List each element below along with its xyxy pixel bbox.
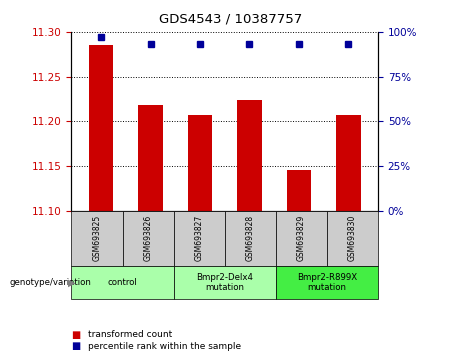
- Text: control: control: [108, 278, 137, 287]
- Bar: [89, 45, 113, 211]
- Bar: [237, 100, 262, 211]
- Text: GSM693825: GSM693825: [93, 215, 101, 261]
- Text: GSM693826: GSM693826: [143, 215, 153, 261]
- Text: ▶: ▶: [68, 277, 76, 287]
- Bar: [336, 115, 361, 211]
- Text: ■: ■: [71, 341, 81, 351]
- Text: transformed count: transformed count: [88, 330, 172, 339]
- Text: Bmpr2-Delx4
mutation: Bmpr2-Delx4 mutation: [196, 273, 253, 292]
- Bar: [287, 170, 311, 211]
- Text: GSM693828: GSM693828: [246, 215, 255, 261]
- Text: GDS4543 / 10387757: GDS4543 / 10387757: [159, 12, 302, 25]
- Text: GSM693829: GSM693829: [297, 215, 306, 261]
- Bar: [188, 115, 213, 211]
- Bar: [138, 105, 163, 211]
- Text: GSM693827: GSM693827: [195, 215, 204, 261]
- Text: percentile rank within the sample: percentile rank within the sample: [88, 342, 241, 351]
- Text: Bmpr2-R899X
mutation: Bmpr2-R899X mutation: [297, 273, 357, 292]
- Text: ■: ■: [71, 330, 81, 339]
- Text: GSM693830: GSM693830: [348, 215, 357, 261]
- Text: genotype/variation: genotype/variation: [9, 278, 91, 287]
